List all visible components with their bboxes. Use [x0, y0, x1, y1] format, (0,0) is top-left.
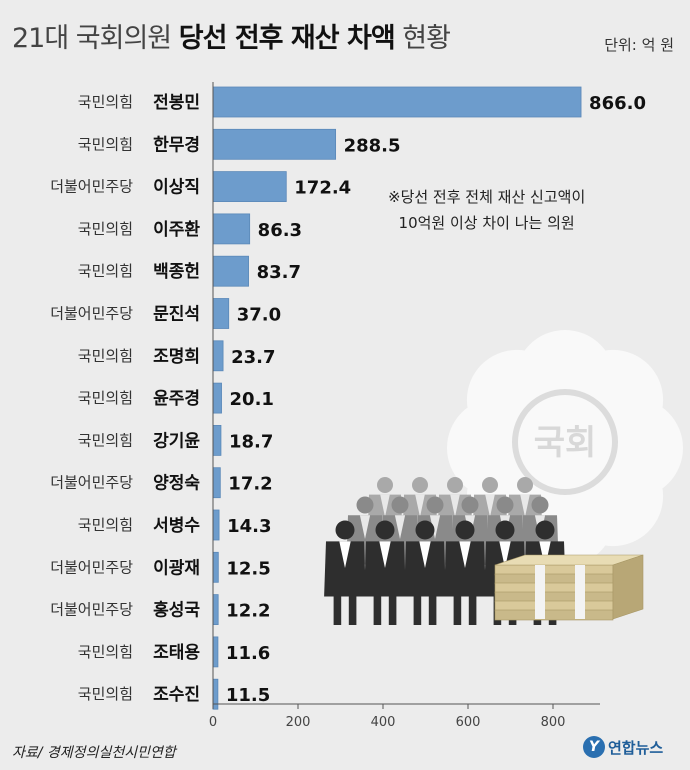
category-name: 양정숙: [153, 474, 200, 494]
category-name: 백종헌: [153, 262, 200, 282]
bar: [212, 86, 582, 118]
bar: [212, 551, 219, 583]
category-name: 조명희: [153, 347, 200, 367]
money-layer: [494, 600, 614, 612]
bar: [212, 678, 219, 710]
category-party: 국민의힘: [78, 93, 133, 111]
logo-mark-icon: Y: [583, 736, 605, 758]
money-layer: [494, 609, 614, 621]
x-axis: 0 200 400 600 800: [209, 82, 600, 730]
category-name: 윤주경: [153, 389, 200, 409]
bar: [212, 255, 249, 287]
category-name: 한무경: [153, 135, 200, 155]
data-label: 11.5: [226, 685, 270, 706]
category-party: 국민의힘: [78, 347, 133, 365]
data-label: 23.7: [231, 347, 275, 368]
x-tick-label: 600: [456, 715, 481, 730]
chart-note: ※당선 전후 전체 재산 신고액이 10억원 이상 차이 나는 의원: [388, 184, 585, 236]
note-line-2: 10억원 이상 차이 나는 의원: [398, 214, 575, 232]
category-name: 홍성국: [153, 600, 200, 621]
money-layer: [494, 591, 614, 603]
category-party: 국민의힘: [78, 516, 133, 534]
note-line-1: ※당선 전후 전체 재산 신고액이: [388, 188, 586, 206]
data-label: 17.2: [228, 474, 272, 495]
bar: [212, 298, 230, 329]
data-label: 11.6: [226, 643, 270, 664]
category-party: 국민의힘: [78, 643, 133, 661]
title-prefix: 21대 국회의원: [12, 23, 172, 54]
category-name: 이광재: [153, 558, 200, 578]
person-figure: [444, 520, 486, 625]
bar: [212, 171, 287, 203]
category-name: 이주환: [153, 220, 200, 240]
data-label: 86.3: [258, 220, 302, 241]
money-side: [612, 554, 644, 620]
unit-label: 단위: 억 원: [604, 36, 674, 54]
logo-text: 연합뉴스: [608, 738, 664, 757]
category-party: 더불어민주당: [50, 178, 133, 196]
person-figure: [364, 520, 406, 625]
category-party: 국민의힘: [78, 262, 133, 280]
category-name: 문진석: [153, 305, 200, 325]
category-party: 국민의힘: [78, 220, 133, 238]
seal-text: 국회: [534, 423, 597, 463]
data-label: 12.5: [226, 558, 270, 579]
bar: [212, 636, 219, 668]
data-label: 18.7: [229, 431, 273, 452]
category-name: 전봉민: [153, 93, 200, 113]
category-name: 강기윤: [153, 431, 200, 451]
money-band: [575, 565, 585, 619]
bar: [212, 382, 222, 414]
x-tick-label: 200: [286, 715, 311, 730]
money-band: [535, 565, 545, 619]
category-party: 국민의힘: [78, 135, 133, 153]
chart-title: 21대 국회의원 당선 전후 재산 차액 현황: [12, 16, 451, 55]
bar: [212, 594, 219, 625]
x-tick-label: 400: [371, 715, 396, 730]
data-label: 20.1: [230, 389, 274, 410]
category-party: 더불어민주당: [50, 474, 133, 492]
data-label: 866.0: [589, 93, 646, 114]
data-label: 288.5: [344, 135, 401, 156]
data-label: 14.3: [227, 516, 271, 537]
data-label: 172.4: [294, 178, 351, 199]
parliament-illustration: 국회: [324, 330, 683, 625]
category-name: 조수진: [153, 685, 200, 705]
bar: [212, 128, 337, 160]
person-figure: [404, 520, 446, 625]
bar: [212, 424, 222, 456]
data-label: 83.7: [257, 262, 301, 283]
category-party: 국민의힘: [78, 431, 133, 449]
category-party: 더불어민주당: [50, 558, 133, 576]
bar: [212, 509, 220, 541]
title-suffix: 현황: [402, 23, 451, 54]
x-tick-label: 0: [209, 715, 217, 730]
category-name: 조태용: [153, 643, 200, 663]
category-party: 더불어민주당: [50, 601, 133, 619]
money-layer: [494, 564, 614, 576]
category-name: 이상직: [153, 178, 200, 198]
person-figure: [324, 520, 366, 625]
bar: [212, 467, 221, 499]
bar: [212, 213, 251, 245]
data-label: 12.2: [226, 601, 270, 622]
seal-ring: [512, 389, 618, 495]
category-party: 더불어민주당: [50, 305, 133, 323]
money-layer: [494, 573, 614, 585]
x-tick-label: 800: [541, 715, 566, 730]
category-party: 국민의힘: [78, 685, 133, 703]
source-label: 자료/ 경제정의실천시민연합: [12, 745, 176, 761]
money-layer: [494, 582, 614, 594]
data-label: 37.0: [237, 305, 281, 326]
title-bold: 당선 전후 재산 차액: [178, 23, 396, 54]
category-name: 서병수: [153, 516, 200, 536]
bar: [212, 340, 224, 372]
yonhap-logo: Y 연합뉴스: [583, 736, 663, 758]
category-party: 국민의힘: [78, 389, 133, 407]
